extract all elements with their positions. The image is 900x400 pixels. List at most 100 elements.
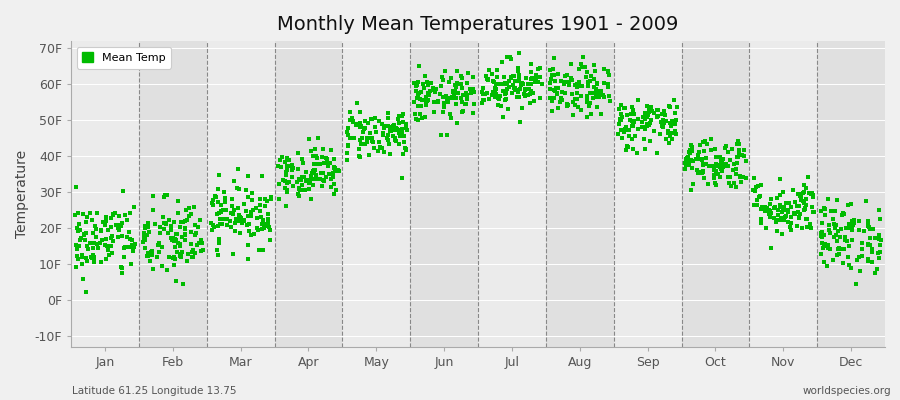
Point <box>799 216 814 222</box>
Point <box>354 141 368 148</box>
Point <box>427 109 441 116</box>
Point <box>389 124 403 131</box>
Point <box>76 276 90 282</box>
Point <box>170 249 184 255</box>
Point <box>438 68 453 74</box>
Point <box>263 227 277 233</box>
Point <box>188 222 202 228</box>
Point <box>155 262 169 269</box>
Point <box>778 212 793 219</box>
Point <box>630 150 644 156</box>
Point <box>531 66 545 72</box>
Point <box>524 88 538 94</box>
Point <box>573 93 588 100</box>
Point <box>726 160 741 167</box>
Point <box>343 117 357 123</box>
Point <box>226 210 240 217</box>
Point <box>772 176 787 183</box>
Point <box>419 98 434 104</box>
Point <box>362 152 376 158</box>
Point <box>498 91 512 97</box>
Point <box>376 130 391 136</box>
Point <box>478 91 492 98</box>
Bar <box>614 41 681 347</box>
Point <box>869 266 884 272</box>
Point <box>711 171 725 177</box>
Point <box>174 219 188 225</box>
Point <box>635 124 650 130</box>
Point <box>204 227 219 233</box>
Point <box>752 194 767 200</box>
Point <box>861 258 876 264</box>
Point <box>682 147 697 153</box>
Point <box>860 220 875 226</box>
Point <box>654 122 669 129</box>
Point <box>189 230 203 236</box>
Point <box>391 116 405 122</box>
Point <box>78 219 93 225</box>
Point <box>847 220 861 226</box>
Point <box>292 186 307 193</box>
Point <box>417 85 431 91</box>
Point <box>597 94 611 100</box>
Point <box>75 254 89 260</box>
Point <box>364 116 379 122</box>
Point <box>409 88 423 95</box>
Point <box>601 72 616 78</box>
Point <box>109 222 123 228</box>
Point <box>775 215 789 222</box>
Point <box>852 226 867 233</box>
Point <box>781 219 796 225</box>
Point <box>184 254 199 260</box>
Point <box>639 102 653 109</box>
Point <box>161 230 176 237</box>
Point <box>459 101 473 107</box>
Point <box>754 182 769 188</box>
Point <box>489 86 503 93</box>
Point <box>831 228 845 234</box>
Point <box>626 118 640 124</box>
Point <box>306 182 320 188</box>
Point <box>701 181 716 187</box>
Point <box>245 190 259 196</box>
Point <box>506 72 520 79</box>
Point <box>696 162 710 168</box>
Point <box>558 79 572 85</box>
Point <box>117 245 131 252</box>
Point <box>796 199 811 206</box>
Point <box>581 101 596 108</box>
Point <box>642 109 656 115</box>
Point <box>292 186 306 192</box>
Point <box>518 86 533 92</box>
Point <box>733 150 747 156</box>
Point <box>220 222 234 228</box>
Point <box>814 229 829 235</box>
Point <box>356 128 371 135</box>
Point <box>339 156 354 163</box>
Point <box>250 225 265 232</box>
Point <box>489 80 503 87</box>
Point <box>241 221 256 227</box>
Point <box>490 74 504 80</box>
Point <box>341 141 356 148</box>
Point <box>280 180 294 186</box>
Point <box>415 97 429 103</box>
Point <box>716 164 730 170</box>
Point <box>256 217 270 223</box>
Point <box>358 125 373 131</box>
Point <box>464 90 478 96</box>
Point <box>272 196 286 202</box>
Point <box>581 82 596 89</box>
Point <box>521 92 535 98</box>
Point <box>814 208 828 214</box>
Point <box>449 100 464 107</box>
Point <box>256 218 270 225</box>
Point <box>665 136 680 142</box>
Point <box>398 145 412 151</box>
Point <box>233 213 248 220</box>
Point <box>292 176 306 182</box>
Point <box>589 91 603 98</box>
Point <box>382 114 396 121</box>
Point <box>418 73 432 80</box>
Point <box>420 90 435 97</box>
